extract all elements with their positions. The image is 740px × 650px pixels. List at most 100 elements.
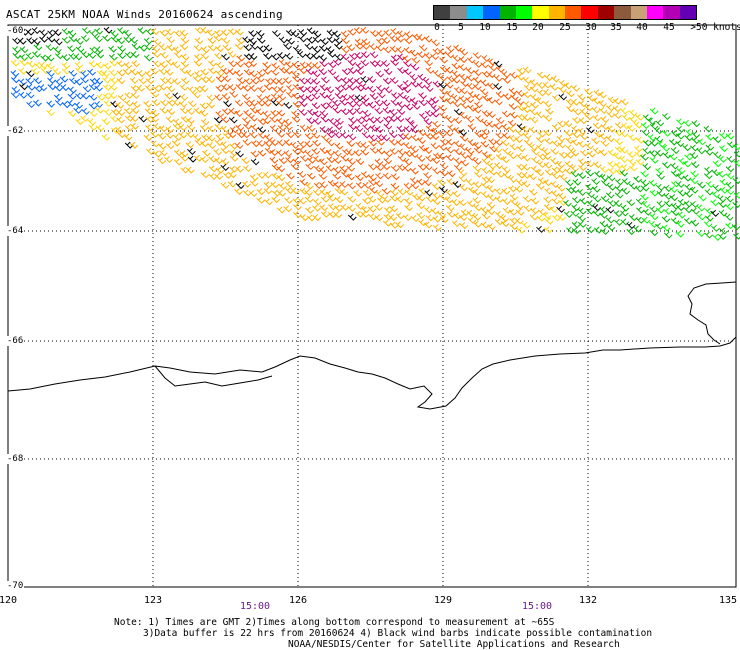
wind-barb <box>500 139 510 147</box>
wind-barb <box>545 107 554 115</box>
wind-barb <box>690 144 699 152</box>
wind-barb <box>318 44 328 52</box>
wind-barb <box>221 93 231 101</box>
wind-barb <box>374 214 384 222</box>
wind-barb <box>256 93 266 102</box>
wind-barb <box>166 108 176 116</box>
wind-barb <box>432 69 442 78</box>
wind-barb <box>388 108 398 116</box>
wind-barb <box>620 218 630 226</box>
wind-barb <box>46 35 56 43</box>
wind-barb <box>304 195 314 203</box>
wind-barb <box>416 211 426 219</box>
wind-barb <box>634 185 644 193</box>
wind-barb <box>306 61 315 69</box>
wind-barb <box>676 167 686 175</box>
wind-barb <box>376 147 386 155</box>
wind-barb <box>444 129 454 137</box>
wind-barb <box>537 153 547 161</box>
wind-barb <box>438 74 448 82</box>
wind-barb <box>166 85 176 93</box>
wind-barb <box>509 223 519 231</box>
wind-barb <box>425 132 434 140</box>
wind-barb <box>347 133 357 141</box>
wind-barb <box>418 44 428 52</box>
wind-barb <box>425 66 435 74</box>
wind-barb <box>423 171 432 179</box>
wind-barb <box>445 189 454 197</box>
wind-barb <box>285 61 294 69</box>
wind-barb <box>73 106 82 114</box>
wind-barb <box>117 52 126 60</box>
wind-barb <box>655 167 664 175</box>
wind-barb <box>446 75 456 83</box>
wind-barb <box>717 232 727 241</box>
legend-swatch <box>565 6 582 19</box>
wind-barb <box>474 170 483 178</box>
wind-barb <box>642 147 652 155</box>
wind-barb <box>18 67 27 75</box>
wind-barb <box>410 134 420 142</box>
wind-barb <box>516 89 526 98</box>
wind-barb <box>75 92 84 100</box>
wind-barb <box>202 149 211 157</box>
wind-barb <box>229 90 239 98</box>
wind-barb <box>584 88 593 96</box>
wind-barb <box>654 127 664 135</box>
wind-barb <box>717 195 727 203</box>
wind-barb <box>270 77 280 85</box>
wind-barb <box>236 37 245 45</box>
wind-barb <box>68 86 77 94</box>
wind-barb <box>381 134 391 142</box>
wind-barb <box>73 53 83 61</box>
wind-barb <box>628 134 637 142</box>
wind-barb <box>117 94 127 102</box>
wind-barb <box>704 166 713 174</box>
wind-barb <box>481 151 491 159</box>
wind-barb <box>481 166 490 175</box>
wind-barb <box>381 37 391 45</box>
wind-barb <box>270 109 280 117</box>
wind-barb <box>657 140 666 148</box>
wind-barb <box>207 125 216 133</box>
wind-barb <box>552 214 561 222</box>
wind-barb <box>458 63 467 72</box>
wind-barb <box>578 100 588 108</box>
wind-barb <box>31 26 41 35</box>
wind-barb <box>480 191 490 199</box>
wind-barb <box>355 174 364 182</box>
wind-barb <box>382 77 392 85</box>
wind-barb <box>389 138 398 146</box>
wind-barb <box>298 94 308 102</box>
wind-barb <box>108 45 117 53</box>
wind-barb <box>347 59 357 67</box>
wind-barb <box>704 214 714 222</box>
wind-barb <box>180 53 190 61</box>
wind-barb <box>180 60 190 68</box>
wind-barb <box>102 92 112 100</box>
wind-barb <box>325 46 335 54</box>
wind-barb <box>633 145 643 153</box>
wind-barb <box>563 82 573 90</box>
wind-barb <box>278 182 288 190</box>
wind-barb <box>451 70 461 78</box>
wind-barb <box>165 125 175 133</box>
wind-barb <box>116 109 126 117</box>
wind-barb <box>627 151 636 159</box>
wind-barb <box>619 146 629 154</box>
wind-barb <box>185 69 195 77</box>
wind-barb <box>550 157 559 165</box>
wind-barb <box>620 98 629 106</box>
wind-barb <box>228 60 237 68</box>
wind-barb <box>719 145 728 153</box>
wind-barb <box>580 149 589 157</box>
wind-barb <box>474 93 483 101</box>
lat-label-62: -62 <box>6 126 25 136</box>
wind-barb <box>368 116 377 124</box>
wind-barb <box>293 203 302 211</box>
wind-barb <box>318 166 328 174</box>
wind-barb <box>213 116 223 124</box>
wind-barb <box>389 221 399 229</box>
wind-barb <box>346 148 356 157</box>
wind-barb <box>74 61 84 69</box>
